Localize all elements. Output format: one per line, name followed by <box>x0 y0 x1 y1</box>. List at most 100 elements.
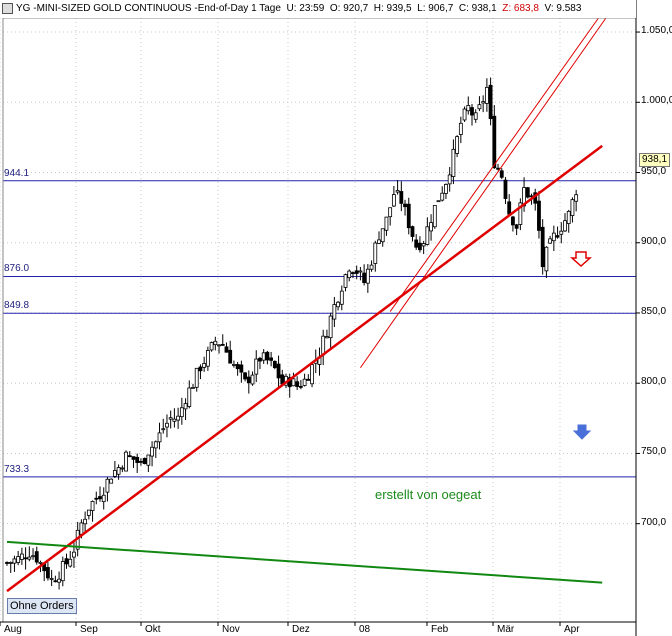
ohne-orders-button[interactable]: Ohne Orders <box>7 598 77 614</box>
candle-body <box>436 200 441 203</box>
candle-body <box>511 216 515 226</box>
candle-body <box>112 470 117 477</box>
candle-body <box>451 148 456 177</box>
candle-body <box>455 136 460 154</box>
candle-body <box>135 456 140 463</box>
candle-body <box>391 194 396 207</box>
candle-body <box>380 228 385 243</box>
candle-body <box>38 561 43 564</box>
candle-body <box>503 179 508 199</box>
candle-body <box>183 403 188 410</box>
candle-body <box>157 432 162 443</box>
candle-body <box>280 374 285 385</box>
candle-body <box>291 378 296 387</box>
candle-body <box>540 226 545 268</box>
candle-body <box>179 407 184 418</box>
candle-body <box>150 446 154 457</box>
candle-body <box>202 363 207 368</box>
candle-body <box>325 336 329 339</box>
candle-body <box>514 224 519 229</box>
candle-body <box>488 84 493 120</box>
candle-body <box>83 518 88 525</box>
y-tick-label: 900,0 <box>641 235 667 247</box>
candle-body <box>124 451 128 472</box>
candle-body <box>507 201 512 215</box>
candle-body <box>354 270 359 274</box>
candle-body <box>518 202 523 225</box>
candle-body <box>395 190 400 193</box>
candle-body <box>410 226 415 237</box>
candle-body <box>72 551 76 558</box>
header-l: L: 906,7 <box>417 3 454 14</box>
candle-body <box>362 272 367 283</box>
candle-body <box>64 558 69 565</box>
candle-body <box>265 351 270 361</box>
candle-body <box>377 239 381 244</box>
x-tick-label: 08 <box>359 624 371 635</box>
candle-body <box>31 555 35 558</box>
candle-body <box>559 230 564 235</box>
level-label: 944.1 <box>4 167 30 179</box>
candle-body <box>269 357 274 361</box>
candle-body <box>537 200 541 231</box>
candle-body <box>12 558 17 564</box>
trendlines <box>6 17 607 593</box>
candle-body <box>425 226 430 245</box>
candle-body <box>127 455 132 458</box>
candle-body <box>165 422 169 428</box>
candle-body <box>239 364 244 373</box>
candle-body <box>34 551 39 563</box>
candle-body <box>139 460 143 463</box>
candle-body <box>153 441 158 449</box>
header-interval: End-of-Day 1 Tage <box>197 3 281 14</box>
header-symbol: YG <box>16 3 31 14</box>
y-tick-label: 700,0 <box>641 516 667 528</box>
candle-body <box>213 340 218 346</box>
candle-body <box>339 290 344 305</box>
candle-body <box>373 242 378 264</box>
down-arrow-icon <box>570 251 592 268</box>
y-tick-label: 1.000,0 <box>641 95 672 107</box>
y-tick-label: 850,0 <box>641 305 667 317</box>
candle-body <box>94 497 99 500</box>
candle-body <box>306 378 311 381</box>
candle-body <box>548 238 553 244</box>
candle-body <box>462 108 467 121</box>
candle-body <box>499 170 504 178</box>
candle-body <box>254 358 259 375</box>
candle-body <box>68 558 73 567</box>
chart-axes <box>0 0 640 636</box>
header-v: V: 9.583 <box>544 3 582 14</box>
candle-body <box>176 415 181 421</box>
x-tick-label: Sep <box>80 624 98 635</box>
x-tick-label: Feb <box>431 624 449 635</box>
x-tick-label: Nov <box>222 624 240 635</box>
candle-body <box>105 478 110 493</box>
candle-body <box>566 210 571 224</box>
candle-body <box>544 246 549 272</box>
candle-body <box>332 304 337 320</box>
candle-body <box>298 385 303 388</box>
candle-body <box>250 374 255 385</box>
candle-body <box>414 239 419 248</box>
candle-body <box>205 350 210 367</box>
green-trendline <box>6 540 603 584</box>
red-trendline <box>6 144 603 593</box>
candle-body <box>347 270 352 279</box>
candle-body <box>458 122 463 135</box>
candle-body <box>172 418 177 422</box>
candle-body <box>261 352 266 361</box>
candle-body <box>336 301 340 308</box>
candle-body <box>310 364 314 385</box>
header-z: Z: 683,8 <box>502 3 539 14</box>
candle-body <box>46 567 50 579</box>
candle-body <box>109 478 114 484</box>
y-tick-label: 1.050,0 <box>641 25 672 37</box>
candle-body <box>365 268 370 284</box>
candle-body <box>399 191 404 204</box>
candle-body <box>444 184 448 194</box>
x-tick-label: Aug <box>4 624 22 635</box>
candle-body <box>492 115 497 169</box>
candle-body <box>406 203 411 229</box>
